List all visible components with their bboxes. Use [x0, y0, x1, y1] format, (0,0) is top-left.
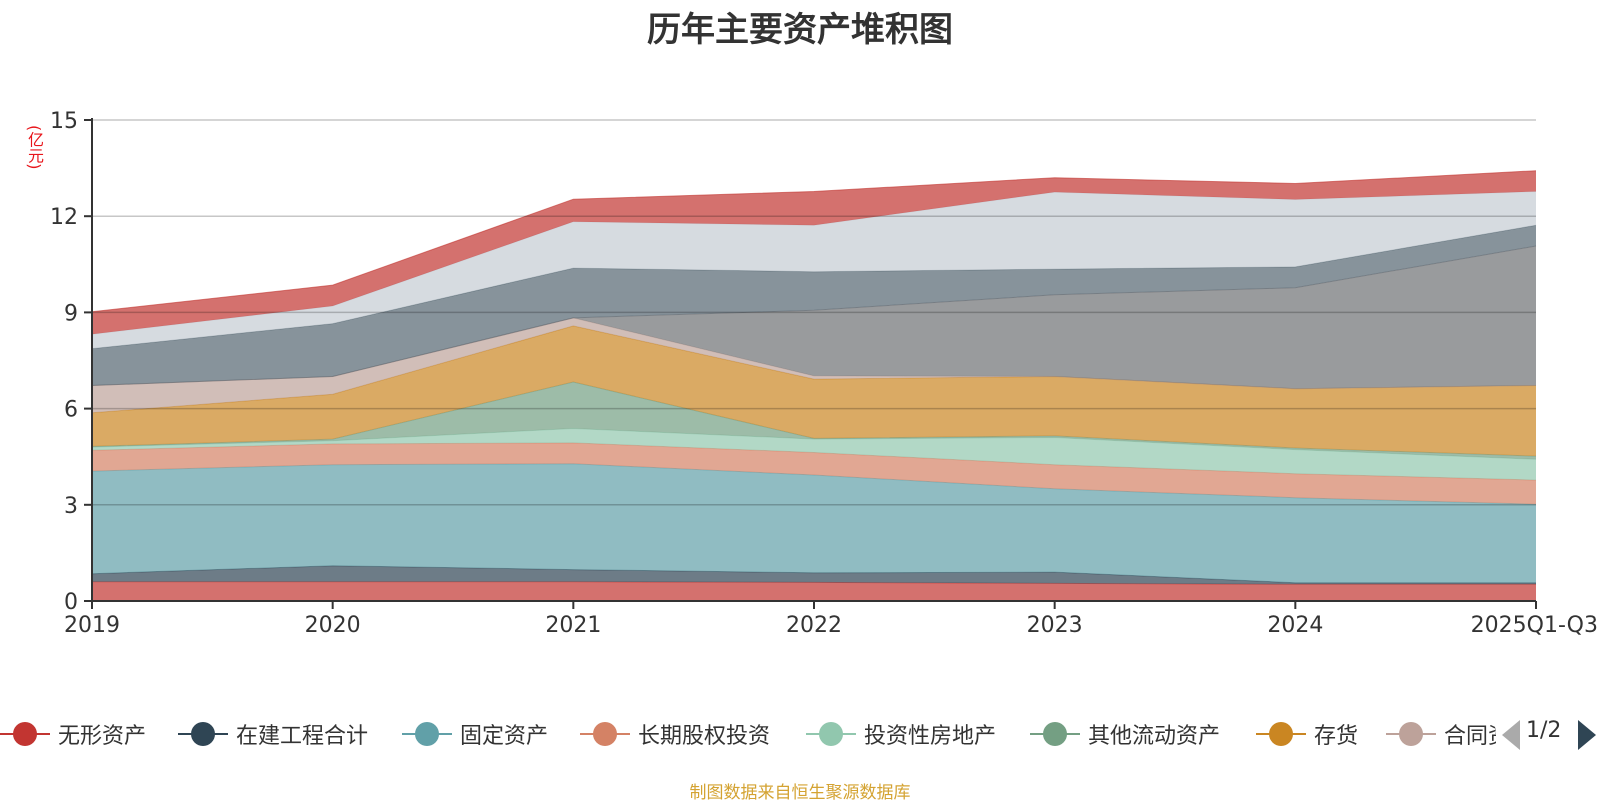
- legend-item[interactable]: 固定资产: [402, 716, 548, 752]
- legend-marker-icon: [1256, 716, 1306, 752]
- area-series-12: [92, 170, 1536, 335]
- area-series-10: [92, 225, 1536, 386]
- legend-marker-icon: [0, 716, 50, 752]
- y-tick-label: 3: [64, 494, 78, 519]
- y-tick-label: 0: [64, 590, 78, 615]
- data-source-note: 制图数据来自恒生聚源数据库: [689, 783, 911, 803]
- legend-next-page-icon[interactable]: [1578, 720, 1596, 750]
- y-tick-label: 15: [50, 109, 78, 134]
- area-series-8: [92, 317, 1536, 413]
- legend-label: 投资性房地产: [864, 724, 997, 749]
- area-series-2: [92, 565, 1536, 585]
- area-series-7: [92, 325, 1536, 457]
- area-series-9: [92, 246, 1536, 389]
- legend-marker-icon: [1386, 716, 1436, 752]
- legend-label: 固定资产: [460, 724, 549, 749]
- area-series-edge-12: [91, 170, 1537, 313]
- y-axis-unit-label: (亿元): [25, 124, 44, 170]
- legend-page-indicator: 1/2: [1526, 718, 1562, 743]
- legend-label: 存货: [1314, 724, 1359, 749]
- x-tick-label: 2019: [64, 613, 120, 638]
- legend-label: 在建工程合计: [236, 724, 369, 749]
- y-tick-label: 9: [64, 301, 78, 326]
- legend-pager: 1/2: [1496, 712, 1600, 756]
- area-series-4: [92, 442, 1536, 505]
- y-tick-label: 6: [64, 398, 78, 423]
- area-series-1: [92, 581, 1536, 601]
- legend-item[interactable]: 无形资产: [0, 716, 146, 752]
- x-tick-label: 2020: [305, 613, 361, 638]
- area-series-11: [92, 191, 1536, 349]
- x-tick-label: 2023: [1027, 613, 1083, 638]
- x-tick-label: 2024: [1267, 613, 1323, 638]
- legend-item[interactable]: 投资性房地产: [806, 716, 996, 752]
- legend-marker-icon: [806, 716, 856, 752]
- y-tick-label: 12: [50, 205, 78, 230]
- legend-marker-icon: [178, 716, 228, 752]
- legend-label: 无形资产: [58, 724, 147, 749]
- legend-label: 长期股权投资: [638, 724, 771, 749]
- x-tick-label: 2025Q1-Q3: [1471, 613, 1598, 638]
- legend-marker-icon: [402, 716, 452, 752]
- legend-item[interactable]: 长期股权投资: [580, 716, 770, 752]
- legend-item[interactable]: 在建工程合计: [178, 716, 368, 752]
- area-series-5: [92, 428, 1536, 481]
- legend-marker-icon: [1030, 716, 1080, 752]
- x-tick-label: 2021: [545, 613, 601, 638]
- chart-title: 历年主要资产堆积图: [647, 10, 953, 50]
- legend-label: 其他流动资产: [1088, 724, 1221, 749]
- legend-marker-icon: [580, 716, 630, 752]
- x-tick-label: 2022: [786, 613, 842, 638]
- legend-item[interactable]: 其他流动资产: [1030, 716, 1220, 752]
- legend-prev-page-icon[interactable]: [1502, 720, 1520, 750]
- legend: 无形资产 在建工程合计 固定资产 长期股权投资 投资性房地产 其他流动资产 存货 合同资产: [0, 716, 1600, 752]
- legend-item[interactable]: 存货: [1256, 716, 1358, 752]
